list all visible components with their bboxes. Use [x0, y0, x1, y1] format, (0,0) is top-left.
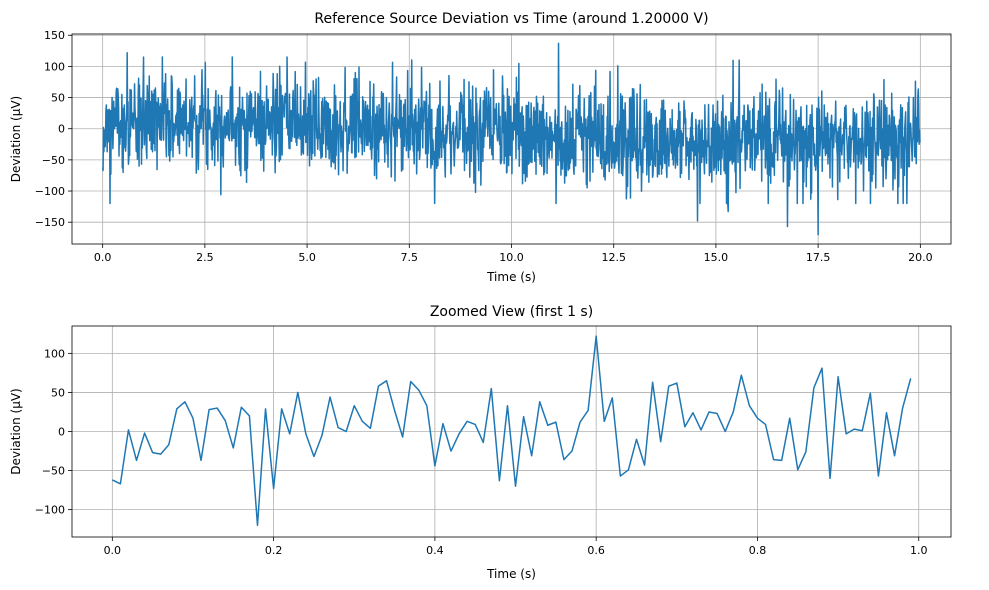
x-tick-label: 0.2 — [265, 544, 283, 557]
x-tick-label: 0.4 — [426, 544, 444, 557]
y-tick-label: 0 — [58, 123, 65, 136]
y-tick-label: −100 — [35, 504, 65, 517]
x-tick-label: 15.0 — [704, 251, 729, 264]
grid — [72, 326, 951, 537]
x-tick-label: 2.5 — [196, 251, 214, 264]
y-tick-label: −50 — [42, 154, 65, 167]
x-tick-label: 0.6 — [587, 544, 605, 557]
chart-title: Zoomed View (first 1 s) — [430, 304, 593, 320]
x-tick-label: 7.5 — [401, 251, 419, 264]
y-tick-label: −100 — [35, 185, 65, 198]
x-tick-label: 0.0 — [104, 544, 122, 557]
x-axis-label: Time (s) — [486, 270, 536, 284]
series-line-deviation — [111, 335, 912, 527]
y-tick-label: 50 — [51, 92, 65, 105]
chart-overview: 0.0 2.5 5.0 7.5 10.0 12.5 15.0 17.5 20.0 −150 −100… — [9, 11, 952, 284]
x-tick-label: 17.5 — [806, 251, 831, 264]
y-tick-label: 0 — [58, 426, 65, 439]
x-axis-label: Time (s) — [486, 567, 536, 581]
x-tick-label: 20.0 — [908, 251, 933, 264]
y-axis-label: Deviation (µV) — [9, 388, 23, 474]
x-tick-label: 0.8 — [749, 544, 767, 557]
series-line-deviation — [101, 42, 921, 236]
y-tick-label: −150 — [35, 216, 65, 229]
chart-zoomed: 0.0 0.2 0.4 0.6 0.8 1.0 −100 −50 0 50 100 Zoomed Vi… — [9, 304, 952, 581]
x-tick-label: 10.0 — [499, 251, 524, 264]
x-tick-label: 1.0 — [910, 544, 928, 557]
x-tick-label: 0.0 — [94, 251, 112, 264]
x-tick-label: 12.5 — [601, 251, 626, 264]
y-tick-label: 100 — [44, 347, 65, 360]
y-tick-label: −50 — [42, 465, 65, 478]
y-tick-label: 100 — [44, 60, 65, 73]
x-tick-label: 5.0 — [298, 251, 316, 264]
y-axis-label: Deviation (µV) — [9, 96, 23, 182]
chart-title: Reference Source Deviation vs Time (arou… — [314, 11, 708, 27]
y-tick-label: 150 — [44, 29, 65, 42]
y-tick-label: 50 — [51, 386, 65, 399]
